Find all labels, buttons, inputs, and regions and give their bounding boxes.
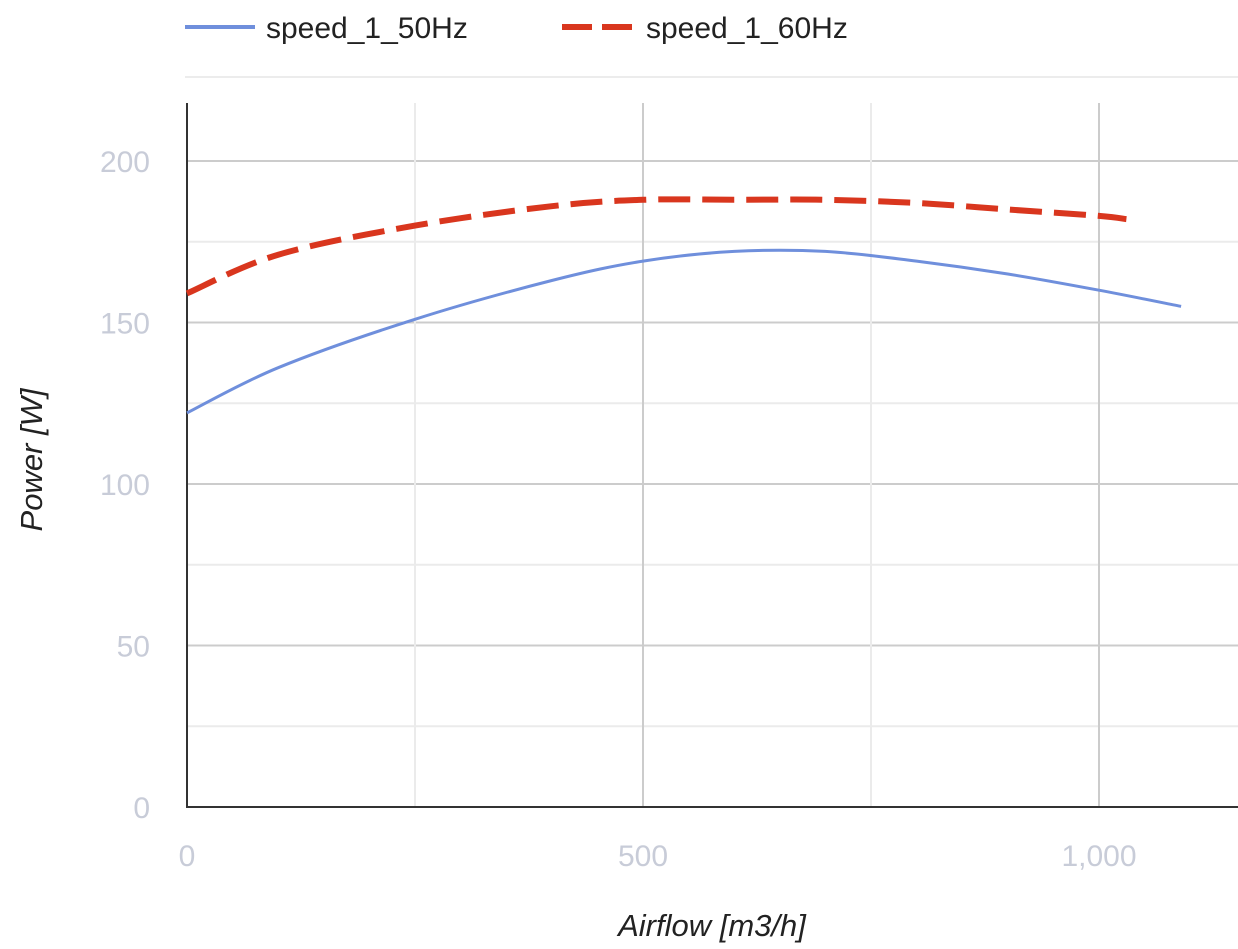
x-tick-label: 500 <box>618 840 668 873</box>
data-series <box>185 196 1182 415</box>
y-tick-label: 50 <box>117 631 150 664</box>
x-tick-label: 1,000 <box>1061 840 1136 873</box>
series-line-speed_1_50Hz <box>186 248 1182 415</box>
axes <box>186 103 1238 808</box>
grid-lines <box>187 103 1238 807</box>
series-line-speed_1_60Hz <box>185 196 1127 297</box>
chart-legend: speed_1_50Hz speed_1_60Hz <box>185 12 848 45</box>
legend-label-speed_1_60Hz: speed_1_60Hz <box>646 12 848 45</box>
y-tick-label: 100 <box>100 469 150 502</box>
tick-labels: 0 500 1,000 0 50 100 150 200 <box>100 146 1137 873</box>
y-tick-label: 200 <box>100 146 150 179</box>
y-axis-title: Power [W] <box>14 387 49 531</box>
y-tick-label: 0 <box>133 792 150 825</box>
y-tick-label: 150 <box>100 308 150 341</box>
legend-label-speed_1_50Hz: speed_1_50Hz <box>266 12 468 45</box>
x-tick-label: 0 <box>179 840 196 873</box>
x-axis-title: Airflow [m3/h] <box>616 908 807 943</box>
